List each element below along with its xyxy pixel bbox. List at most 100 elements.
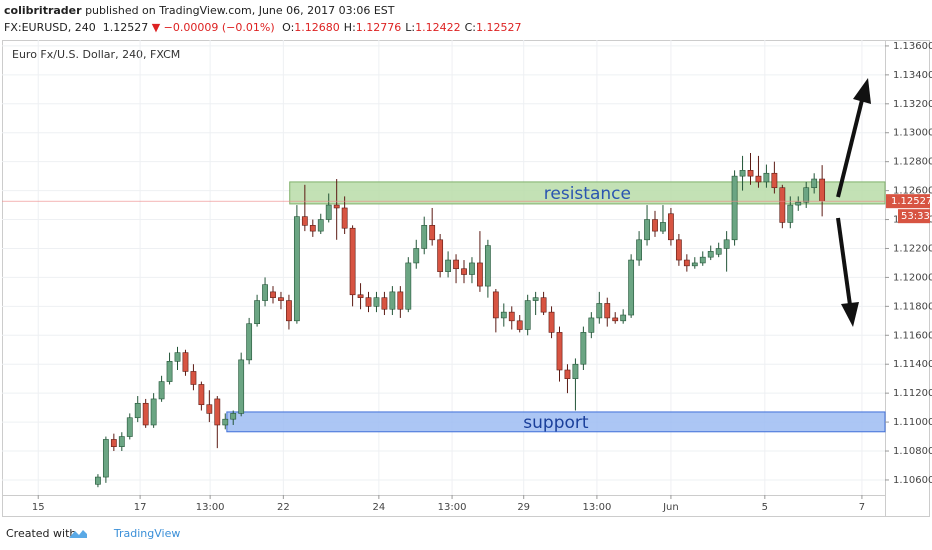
body xyxy=(779,187,786,223)
body xyxy=(309,225,316,232)
header: colibritrader published on TradingView.c… xyxy=(4,2,522,36)
x-tick-label: 24 xyxy=(372,502,385,513)
countdown-label: 53:33 xyxy=(901,211,930,222)
zone-label: resistance xyxy=(544,184,631,204)
body xyxy=(564,369,571,379)
body xyxy=(731,175,738,241)
x-tick-label: Jun xyxy=(662,502,679,513)
zone-label: support xyxy=(523,413,589,433)
change: ▼ −0.00009 (−0.01%) xyxy=(151,21,275,34)
chart: Euro Fx/U.S. Dollar, 240, FXCM resistanc… xyxy=(2,40,932,517)
ohlc-value: 1.12680 xyxy=(294,21,340,34)
x-tick-label: 13:00 xyxy=(438,502,467,513)
ohlc-key: C: xyxy=(464,21,477,34)
y-tick-label: 1.13600 xyxy=(893,41,932,52)
published: published on TradingView.com, June 06, 2… xyxy=(85,4,395,17)
brand[interactable]: TradingView xyxy=(113,527,181,540)
body xyxy=(206,404,213,414)
body xyxy=(516,320,523,330)
body xyxy=(381,297,388,310)
body xyxy=(461,268,467,275)
body xyxy=(620,314,627,322)
y-tick-label: 1.12800 xyxy=(893,157,932,168)
body xyxy=(532,297,539,301)
body xyxy=(95,476,101,485)
body xyxy=(413,248,420,264)
body xyxy=(644,219,650,241)
body xyxy=(365,297,372,307)
body xyxy=(652,219,658,232)
y-tick-label: 1.10600 xyxy=(893,475,932,486)
body xyxy=(373,297,380,307)
body xyxy=(819,178,826,202)
y-tick-label: 1.11400 xyxy=(893,359,932,370)
body xyxy=(636,239,642,261)
x-tick-label: 13:00 xyxy=(582,502,611,513)
body xyxy=(397,291,404,310)
candles xyxy=(2,152,885,488)
body xyxy=(675,239,682,261)
y-tick-label: 1.11600 xyxy=(893,330,932,341)
publish-line: colibritrader published on TradingView.c… xyxy=(4,2,522,19)
y-tick-label: 1.10800 xyxy=(893,446,932,457)
y-tick-label: 1.12600 xyxy=(893,186,932,197)
ohlc-key: H: xyxy=(343,21,356,34)
body xyxy=(293,216,300,322)
body xyxy=(572,363,579,379)
body xyxy=(341,207,348,229)
body xyxy=(787,204,794,223)
body xyxy=(389,291,396,310)
body xyxy=(755,175,762,183)
body xyxy=(612,317,619,322)
x-tick-label: 29 xyxy=(517,502,530,513)
body xyxy=(811,178,818,189)
quote-line: FX:EURUSD, 240 1.12527 ▼ −0.00009 (−0.01… xyxy=(4,19,522,36)
y-tick-label: 1.12200 xyxy=(893,243,932,254)
body xyxy=(158,381,165,400)
body xyxy=(437,239,444,272)
y-tick-label: 1.13000 xyxy=(893,128,932,139)
body xyxy=(405,262,412,310)
arrow-up-head xyxy=(853,78,871,104)
body xyxy=(238,359,245,414)
author[interactable]: colibritrader xyxy=(4,4,82,17)
body xyxy=(628,259,635,316)
body xyxy=(262,284,268,301)
x-tick-label: 22 xyxy=(277,502,290,513)
countdown-tag xyxy=(898,209,930,224)
axes: 1.10600 1.10800 1.11000 1.11200 1.11400 1.116… xyxy=(32,41,932,513)
body xyxy=(174,352,181,362)
body xyxy=(795,201,802,206)
body xyxy=(763,172,770,183)
ohlc-key: O: xyxy=(282,21,295,34)
y-tick-label: 1.13200 xyxy=(893,99,932,110)
body xyxy=(150,398,157,426)
body xyxy=(668,213,674,241)
body xyxy=(580,332,587,365)
body xyxy=(453,259,459,270)
arrows xyxy=(836,78,871,327)
body xyxy=(214,398,221,426)
body xyxy=(421,225,428,249)
body xyxy=(445,259,451,272)
last-price-label: 1.12527 xyxy=(891,196,932,207)
body xyxy=(142,402,149,426)
body xyxy=(477,262,483,287)
body xyxy=(556,332,563,371)
x-tick-label: 15 xyxy=(32,502,45,513)
body xyxy=(715,248,722,255)
body xyxy=(429,225,436,241)
body xyxy=(747,170,754,177)
body xyxy=(278,297,284,301)
body xyxy=(317,219,324,232)
body xyxy=(110,439,117,447)
body xyxy=(166,361,173,382)
symbol: FX:EURUSD, 240 xyxy=(4,21,96,34)
y-tick-label: 1.12000 xyxy=(893,272,932,283)
body xyxy=(182,352,189,372)
body xyxy=(588,317,595,333)
body xyxy=(349,227,356,296)
created-with: Created with xyxy=(6,527,77,540)
body xyxy=(508,311,515,322)
